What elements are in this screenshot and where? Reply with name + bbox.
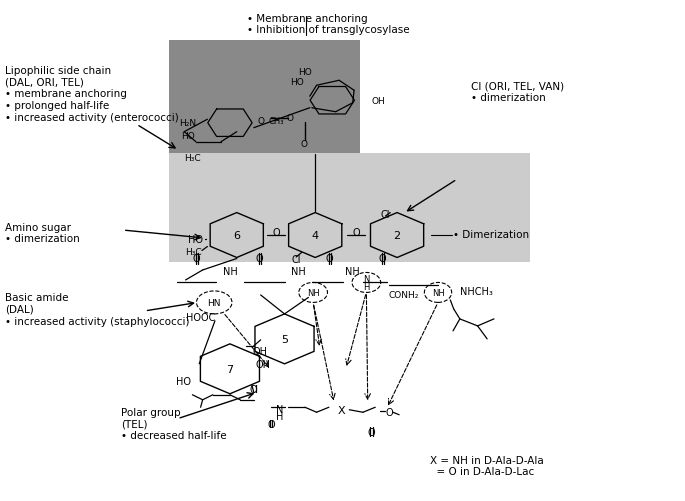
Text: NH: NH <box>432 289 445 297</box>
Text: O: O <box>378 254 386 264</box>
Text: H₃C: H₃C <box>184 154 201 163</box>
Text: Amino sugar
• dimerization: Amino sugar • dimerization <box>5 222 79 244</box>
FancyBboxPatch shape <box>169 153 530 263</box>
Text: O: O <box>250 384 258 394</box>
Text: O: O <box>325 254 333 264</box>
Text: NHCH₃: NHCH₃ <box>460 287 493 297</box>
Text: O: O <box>385 407 393 417</box>
Text: H₃C: H₃C <box>185 247 201 257</box>
Text: NH: NH <box>223 267 237 277</box>
Text: HO: HO <box>298 68 312 77</box>
Text: O: O <box>352 227 360 237</box>
Text: O: O <box>300 139 307 148</box>
Text: 7: 7 <box>226 364 234 374</box>
Text: HO: HO <box>188 234 203 244</box>
Text: H: H <box>276 411 284 421</box>
Text: N: N <box>276 404 284 414</box>
Text: O: O <box>192 254 199 264</box>
Text: HN: HN <box>208 298 221 307</box>
Text: HOOC: HOOC <box>186 313 215 323</box>
Text: Cl (ORI, TEL, VAN)
• dimerization: Cl (ORI, TEL, VAN) • dimerization <box>471 81 564 103</box>
Text: O: O <box>256 254 263 264</box>
Text: NH: NH <box>345 267 360 277</box>
Text: CONH₂: CONH₂ <box>388 291 419 300</box>
Text: O: O <box>367 427 375 437</box>
Text: X: X <box>337 405 345 415</box>
FancyBboxPatch shape <box>169 41 360 203</box>
Text: 2: 2 <box>393 230 401 240</box>
Text: O: O <box>286 114 294 123</box>
Text: 5: 5 <box>281 334 288 344</box>
Text: X = NH in D-Ala-D-Ala
  = O in D-Ala-D-Lac: X = NH in D-Ala-D-Ala = O in D-Ala-D-Lac <box>429 455 544 476</box>
Text: Basic amide
(DAL)
• increased activity (staphylococci): Basic amide (DAL) • increased activity (… <box>5 293 189 326</box>
Text: NH: NH <box>290 267 306 277</box>
Text: Cl: Cl <box>381 209 390 219</box>
Text: OH: OH <box>256 359 271 369</box>
Text: Lipophilic side chain
(DAL, ORI, TEL)
• membrane anchoring
• prolonged half-life: Lipophilic side chain (DAL, ORI, TEL) • … <box>5 66 179 122</box>
Text: NH: NH <box>307 289 319 297</box>
Text: OH: OH <box>253 346 267 356</box>
Text: • Dimerization: • Dimerization <box>453 229 529 239</box>
Text: HO: HO <box>176 376 191 386</box>
Text: HO: HO <box>181 131 195 140</box>
Text: OH: OH <box>372 97 386 106</box>
Text: H₂N: H₂N <box>179 119 196 128</box>
Text: HO: HO <box>290 78 304 87</box>
Text: O: O <box>267 419 275 429</box>
Text: O: O <box>273 227 280 237</box>
Text: CH₃: CH₃ <box>268 116 284 125</box>
Text: • Membrane anchoring
• Inhibition of transglycosylase: • Membrane anchoring • Inhibition of tra… <box>247 14 410 36</box>
Text: 6: 6 <box>234 230 240 240</box>
Text: N
H: N H <box>363 274 370 292</box>
Text: Cl: Cl <box>291 255 301 265</box>
Text: O: O <box>258 116 264 125</box>
Text: Polar group
(TEL)
• decreased half-life: Polar group (TEL) • decreased half-life <box>121 407 227 440</box>
Text: 4: 4 <box>312 230 319 240</box>
